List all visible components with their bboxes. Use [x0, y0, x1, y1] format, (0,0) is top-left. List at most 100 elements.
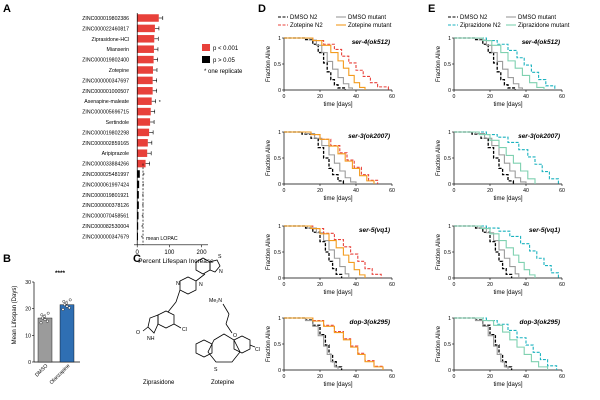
data-point	[68, 306, 71, 310]
panel-c-atom-labels: S N N N Cl O NH Me₂N O S Cl	[136, 254, 260, 373]
atom-s2-label: S	[214, 367, 218, 373]
survival-curve-ziprazidone-mutant	[454, 131, 536, 184]
bar-ZINC000002859165	[137, 139, 148, 147]
x-axis-label: time [days]	[323, 102, 352, 108]
y-tick-label: 0.5	[274, 250, 281, 256]
panel-a-x-axis: 0 100 200	[134, 13, 208, 256]
survival-curve-dmso-mutant	[454, 225, 520, 278]
x-tick-label: 60	[559, 282, 565, 288]
subplot-title: ser-5(vq1)	[529, 227, 560, 234]
panel-a-threshold-label: mean LOPAC	[146, 236, 178, 242]
x-tick-label: 60	[559, 374, 565, 380]
panel-letter-a: A	[3, 3, 11, 15]
y-tick-label: 0	[278, 182, 281, 188]
x-tick-label: 0	[283, 188, 286, 194]
significance-stars: ****	[55, 270, 66, 277]
y-tick-label: 1	[448, 316, 451, 322]
panel-letter-d: D	[258, 3, 266, 15]
survival-curve-ziprazidone-n2	[454, 37, 556, 90]
y-axis-label: Fraction Alive	[436, 325, 442, 362]
survival-curve-dmso-n2	[454, 225, 513, 278]
x-tick-label: 0	[283, 374, 286, 380]
atom-n-label: N	[219, 269, 223, 275]
x-tick-label: 40	[353, 374, 359, 380]
x-tick-label: 20	[317, 188, 323, 194]
y-tick-label: 0	[448, 276, 451, 282]
panel-c-chemical-structures	[142, 257, 256, 363]
y-axis-label: Fraction Alive	[266, 325, 272, 362]
survival-curve-ziprazidone-n2	[454, 317, 558, 370]
survival-curve-dmso-n2	[284, 131, 345, 184]
y-tick-label: 0.5	[444, 62, 451, 68]
category-label: Asenapine-maleate	[84, 99, 129, 105]
legend-label: Ziprazidone mutant	[518, 23, 570, 29]
subplot-title: dop-3(ok295)	[520, 319, 560, 326]
x-tick-label: 0	[453, 188, 456, 194]
x-tick-label: 0	[283, 282, 286, 288]
bar-ZINC000025481997	[137, 170, 140, 178]
subplot-title: ser-3(ok2007)	[348, 133, 390, 140]
bar-ZINC000019801921	[137, 191, 139, 199]
bar-Sertindole	[137, 118, 151, 126]
legend-star-label: * one replicate	[204, 69, 243, 75]
category-label: Sertindole	[106, 120, 129, 126]
panel-a-bar-chart: ZINC000019802386 ZINC000022460817 Ziprasid…	[82, 13, 243, 265]
x-tick-label: 100	[164, 250, 175, 256]
category-label: Ziprasidone-HCl	[92, 37, 129, 43]
survival-curve-dmso-n2	[454, 37, 516, 90]
x-tick-label: 20	[487, 188, 493, 194]
y-tick-label: 20	[25, 307, 31, 313]
x-tick-label: 20	[317, 374, 323, 380]
x-tick-label: 0	[453, 282, 456, 288]
panel-a-category-labels: ZINC000019802386 ZINC000022460817 Ziprasid…	[82, 16, 129, 240]
x-tick-label: 40	[353, 282, 359, 288]
x-tick-label: 40	[523, 374, 529, 380]
category-label: ZINC000002859165	[82, 141, 129, 147]
y-tick-label: 1	[448, 224, 451, 230]
y-tick-label: 1	[448, 130, 451, 136]
category-label: ZINC000000347679	[82, 234, 129, 240]
category-label: ZINC000033884266	[82, 162, 129, 168]
data-point	[62, 300, 66, 303]
legend-label: DMSO mutant	[518, 15, 556, 21]
category-label: ZINC000061997424	[82, 182, 129, 188]
panel-letter-e: E	[428, 3, 435, 15]
survival-subplot: 0 0.5 1 0 20 40 60 time [days] Fraction Alive ser…	[436, 130, 565, 202]
atom-o-label: O	[136, 330, 140, 336]
bar-ZINC000005696715	[137, 107, 151, 116]
survival-curve-dmso-n2	[284, 37, 346, 90]
x-tick-label: 60	[389, 188, 395, 194]
y-tick-label: 1	[448, 36, 451, 42]
legend-label: Ziprazidone N2	[460, 23, 501, 29]
survival-curve-ziprazidone-mutant	[454, 225, 536, 278]
category-label: Mianserin	[107, 47, 130, 53]
survival-curve-dmso-mutant	[284, 37, 353, 90]
data-point	[39, 321, 43, 325]
data-point	[68, 298, 72, 302]
survival-subplot: 0 0.5 1 0 20 40 60 time [days] Fraction Alive ser…	[436, 36, 565, 108]
panel-a-x-axis-label: Percent Lifespan Increase	[138, 258, 214, 265]
y-tick-label: 0	[278, 368, 281, 374]
atom-nh-label: NH	[147, 336, 155, 342]
bar-ZINC000000378126	[137, 201, 139, 209]
survival-curve-zotepine-mutant	[284, 37, 366, 90]
bar-ZINC000082530004	[137, 222, 139, 230]
data-point	[43, 318, 47, 321]
survival-subplot: 0 0.5 1 0 20 40 60 time [days] Fraction Alive ser…	[266, 36, 395, 108]
panel-a-legend: p < 0.001 p > 0.05 * one replicate	[202, 44, 243, 75]
bar-Mianserin	[137, 45, 154, 53]
panel-b-y-axis-label: Mean Lifespan (Days)	[12, 286, 18, 345]
single-replicate-star: *	[142, 215, 144, 221]
panel-e-survival-curves: DMSO N2 DMSO mutant Ziprazidone N2 Ziprazid…	[436, 15, 570, 388]
x-axis-label: time [days]	[493, 102, 522, 108]
legend-label: DMSO N2	[460, 15, 488, 21]
legend-label: Zotepine N2	[290, 23, 323, 29]
x-tick-label: 60	[559, 94, 565, 100]
survival-curve-zotepine-n2	[284, 37, 389, 90]
bar-ZINC000001000507	[137, 87, 153, 95]
x-axis-label: time [days]	[323, 290, 352, 296]
y-tick-label: 0.5	[274, 156, 281, 162]
survival-curve-zotepine-mutant	[284, 131, 375, 184]
survival-curve-dmso-mutant	[284, 317, 339, 370]
